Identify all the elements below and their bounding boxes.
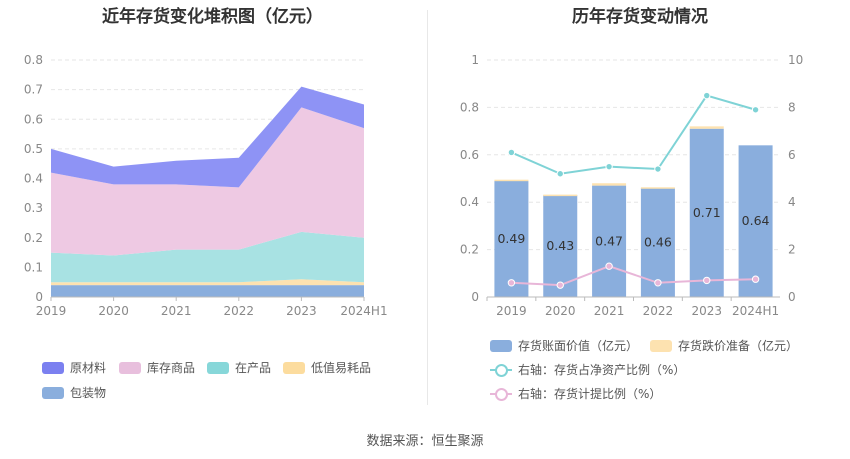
left-x-tick-label: 2022: [224, 304, 255, 318]
legend-swatch: [283, 361, 305, 374]
line-point: [556, 170, 564, 178]
left-x-tick-label: 2020: [98, 304, 129, 318]
impairment-bar: [592, 183, 627, 186]
bar-value-label: 0.46: [644, 234, 672, 249]
legend-label: 右轴：存货占净资产比例（%）: [518, 363, 686, 377]
impairment-bar: [640, 187, 675, 189]
data-source-note: 数据来源：恒生聚源: [366, 434, 484, 449]
bar-value-label: 0.47: [595, 233, 623, 248]
legend-item[interactable]: 右轴：存货计提比例（%）: [490, 385, 661, 402]
line-series-右轴：存货占净资产比例（%）: [511, 94, 756, 175]
legend-swatch: [42, 361, 64, 374]
left-y-tick-label: 0.1: [24, 260, 43, 274]
left-x-tick-label: 2024H1: [340, 304, 387, 318]
legend-label: 原材料: [70, 361, 107, 375]
area-series-原材料: [51, 86, 364, 188]
impairment-bar: [494, 179, 529, 182]
legend-swatch: [42, 386, 64, 399]
legend-swatch: [490, 363, 512, 377]
right-y2-tick-label: 8: [788, 100, 796, 114]
legend-item[interactable]: 存货账面价值（亿元）: [490, 337, 638, 354]
legend-item[interactable]: 包装物: [42, 384, 106, 401]
line-point: [703, 276, 711, 285]
line-point: [751, 106, 760, 114]
bar-value-label: 0.43: [546, 238, 574, 253]
right-y-tick-label: 0.2: [460, 243, 479, 257]
inventory-bar: [689, 128, 724, 297]
left-y-tick-label: 0.6: [24, 112, 43, 126]
bar-value-label: 0.49: [497, 231, 525, 246]
area-series-库存商品: [51, 107, 364, 256]
legend-swatch: [650, 339, 672, 352]
panel-divider: [427, 10, 428, 405]
right-x-tick-label: 2021: [594, 304, 625, 318]
bar-value-label: 0.71: [693, 205, 721, 220]
area-series-在产品: [51, 231, 364, 283]
right-x-tick-label: 2022: [643, 304, 674, 318]
left-x-tick-label: 2021: [161, 304, 192, 318]
line-point: [605, 162, 613, 171]
legend-swatch: [490, 339, 512, 352]
legend-label: 低值易耗品: [311, 361, 372, 375]
line-point: [751, 275, 760, 283]
right-y2-tick-label: 10: [788, 53, 803, 67]
bar-value-label: 0.64: [742, 213, 770, 228]
right-y2-tick-label: 0: [788, 290, 796, 304]
legend-item[interactable]: 原材料: [42, 359, 106, 376]
legend-label: 在产品: [235, 361, 272, 375]
right-y-tick-label: 0.8: [460, 100, 479, 114]
line-series-右轴：存货计提比例（%）: [511, 265, 756, 287]
line-point: [556, 281, 564, 289]
legend-label: 包装物: [70, 386, 107, 400]
left-y-tick-label: 0.5: [24, 142, 43, 156]
area-series-包装物: [51, 285, 364, 297]
line-point: [654, 279, 662, 287]
inventory-bar: [494, 180, 529, 297]
line-point: [507, 148, 516, 157]
line-point: [507, 279, 516, 287]
legend-item[interactable]: 存货跌价准备（亿元）: [650, 337, 798, 354]
left-chart-title: 近年存货变化堆积图（亿元）: [102, 7, 323, 27]
right-y2-tick-label: 6: [788, 148, 796, 162]
legend-swatch: [490, 387, 512, 401]
legend-label: 存货跌价准备（亿元）: [678, 339, 799, 353]
left-y-tick-label: 0: [35, 290, 43, 304]
right-x-tick-label: 2023: [691, 304, 722, 318]
legend-swatch: [207, 361, 229, 374]
legend-item[interactable]: 库存商品: [119, 359, 195, 376]
impairment-bar: [543, 194, 578, 197]
right-x-tick-label: 2020: [545, 304, 576, 318]
line-point: [605, 262, 613, 270]
left-y-tick-label: 0.3: [24, 201, 43, 215]
line-point: [654, 165, 662, 173]
left-x-tick-label: 2023: [286, 304, 317, 318]
right-x-tick-label: 2024H1: [732, 304, 779, 318]
right-y-tick-label: 1: [471, 53, 479, 67]
left-y-tick-label: 0.4: [24, 172, 43, 186]
legend-item[interactable]: 在产品: [207, 359, 271, 376]
legend-item[interactable]: 右轴：存货占净资产比例（%）: [490, 361, 685, 378]
right-y-tick-label: 0: [471, 290, 479, 304]
inventory-bar: [738, 145, 773, 297]
legend-label: 右轴：存货计提比例（%）: [518, 387, 662, 401]
left-y-tick-label: 0.7: [24, 83, 43, 97]
right-y2-tick-label: 2: [788, 243, 796, 257]
right-y-tick-label: 0.6: [460, 148, 479, 162]
right-y2-tick-label: 4: [788, 195, 796, 209]
left-x-tick-label: 2019: [36, 304, 67, 318]
left-y-tick-label: 0.2: [24, 231, 43, 245]
right-x-tick-label: 2019: [496, 304, 527, 318]
impairment-bar: [689, 126, 724, 129]
left-y-tick-label: 0.8: [24, 53, 43, 67]
inventory-bar: [592, 185, 627, 297]
right-chart-title: 历年存货变动情况: [572, 7, 708, 27]
legend-label: 库存商品: [147, 361, 196, 375]
right-y-tick-label: 0.4: [460, 195, 479, 209]
legend-label: 存货账面价值（亿元）: [518, 339, 639, 353]
legend-swatch: [119, 361, 141, 374]
line-point: [703, 91, 711, 100]
legend-item[interactable]: 低值易耗品: [283, 359, 371, 376]
